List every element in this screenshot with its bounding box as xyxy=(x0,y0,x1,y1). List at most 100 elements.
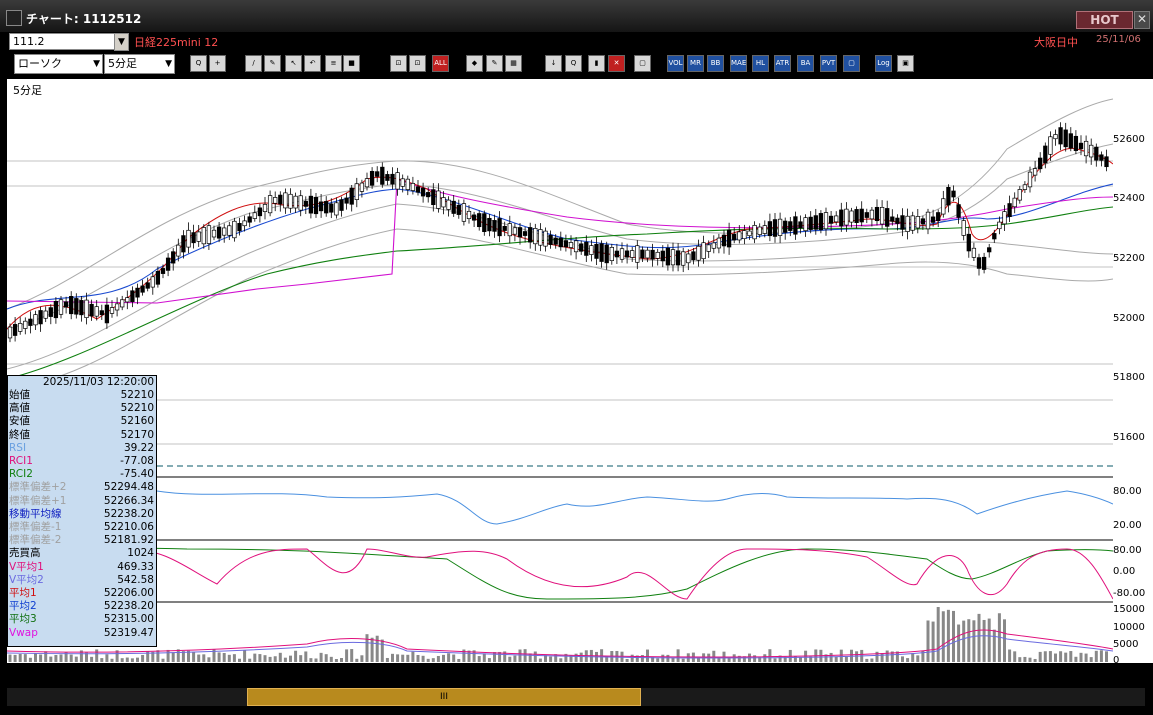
search-icon[interactable]: Q xyxy=(565,55,582,72)
bar-icon[interactable]: ▮ xyxy=(588,55,605,72)
candle xyxy=(441,197,446,208)
tool-icon[interactable]: ✎ xyxy=(486,55,503,72)
candle xyxy=(665,247,671,266)
disabled-icon[interactable]: ▢ xyxy=(634,55,651,72)
candle xyxy=(946,186,951,206)
cube-icon[interactable]: ◆ xyxy=(466,55,483,72)
info-row: 始値 52210 xyxy=(9,389,154,401)
candle xyxy=(426,192,431,198)
mr-icon[interactable]: MR xyxy=(687,55,704,72)
candle xyxy=(283,192,288,209)
volume-bar xyxy=(885,650,889,662)
zoom-icon[interactable]: Q xyxy=(190,55,207,72)
palette-icon[interactable]: ▦ xyxy=(505,55,522,72)
volume-bar xyxy=(222,653,226,662)
ba-icon[interactable]: BA xyxy=(797,55,814,72)
candle-select-icon[interactable]: ⊡ xyxy=(409,55,426,72)
candle xyxy=(298,195,303,211)
candle xyxy=(181,235,186,253)
volume-bar xyxy=(462,649,466,662)
candle xyxy=(1073,135,1079,151)
scroll-thumb[interactable]: III xyxy=(247,688,641,706)
horizontal-scrollbar[interactable]: III xyxy=(0,683,1153,715)
code-dropdown-button[interactable]: ▼ xyxy=(114,33,129,51)
candle xyxy=(522,231,528,236)
volume-bar xyxy=(870,658,874,662)
atr-icon[interactable]: ATR xyxy=(774,55,791,72)
volume-bar xyxy=(911,653,915,662)
volume-bar xyxy=(569,654,573,662)
chart-type-select[interactable]: ローソク ▼ xyxy=(14,54,103,74)
candle xyxy=(558,237,563,248)
export-icon[interactable]: ▣ xyxy=(897,55,914,72)
pointer-icon[interactable]: ↖ xyxy=(285,55,302,72)
code-input[interactable]: 111.2 xyxy=(9,33,124,50)
volume-bar xyxy=(783,656,787,662)
info-label: 移動平均線 xyxy=(9,507,62,520)
note-icon[interactable]: ≡ xyxy=(325,55,342,72)
mae-icon[interactable]: MAE xyxy=(730,55,747,72)
volume-bar xyxy=(243,649,247,662)
candle xyxy=(732,233,737,241)
volume-bar xyxy=(411,651,415,662)
price-tick: 52000 xyxy=(1113,313,1145,324)
hl-icon[interactable]: HL xyxy=(752,55,769,72)
volume-bar xyxy=(768,649,772,662)
candle-icon[interactable]: ⊡ xyxy=(390,55,407,72)
all-button[interactable]: ALL xyxy=(432,55,449,72)
candle xyxy=(63,301,69,308)
price-tick: 51600 xyxy=(1113,432,1145,443)
candle xyxy=(1068,133,1073,149)
close-button[interactable]: ✕ xyxy=(1134,11,1150,29)
candle xyxy=(981,256,987,270)
volume-bar xyxy=(401,654,405,662)
volume-bar xyxy=(503,651,507,662)
candle xyxy=(834,215,839,223)
candle xyxy=(721,234,727,247)
draw-line-icon[interactable]: / xyxy=(245,55,262,72)
candle xyxy=(334,202,339,216)
chart-frame: 5分足 xyxy=(0,77,1153,683)
cross-bar-icon[interactable]: ✕ xyxy=(608,55,625,72)
hot-button[interactable]: HOT xyxy=(1076,11,1133,29)
candle xyxy=(99,310,104,316)
frame-icon[interactable]: ▢ xyxy=(843,55,860,72)
candle xyxy=(1012,197,1017,208)
bb-icon[interactable]: BB xyxy=(707,55,724,72)
volume-bar xyxy=(666,654,670,662)
volume-bar xyxy=(850,649,853,662)
candle xyxy=(507,223,512,237)
volume-bar xyxy=(773,658,777,662)
interval-select[interactable]: 5分足 ▼ xyxy=(104,54,175,74)
info-label: 標準偏差-1 xyxy=(9,521,62,533)
undo-icon[interactable]: ↶ xyxy=(304,55,321,72)
volume-bar xyxy=(982,619,986,662)
volume-bar xyxy=(1064,652,1068,662)
candle xyxy=(573,240,579,253)
info-row: V平均2 542.58 xyxy=(9,574,154,586)
time-tick: 10 xyxy=(487,669,500,680)
info-label: 平均1 xyxy=(9,587,37,599)
candle xyxy=(477,213,482,228)
volume-bar xyxy=(125,657,129,662)
title-bar: チャート: 1112512 HOT ✕ xyxy=(0,0,1153,32)
volume-bar xyxy=(207,657,211,662)
candle xyxy=(788,221,793,231)
volume-bar xyxy=(737,655,741,662)
candle xyxy=(74,298,79,315)
volume-bar xyxy=(385,657,389,662)
download-icon[interactable]: ↓ xyxy=(545,55,562,72)
candle xyxy=(104,304,110,324)
log-icon[interactable]: Log xyxy=(875,55,892,72)
chart-plot-area[interactable]: 5分足 xyxy=(6,79,1114,663)
volume-bar xyxy=(758,656,762,662)
crosshair-icon[interactable]: + xyxy=(209,55,226,72)
volume-bar xyxy=(59,654,63,662)
volume-bar xyxy=(314,658,318,662)
pvt-icon[interactable]: PVT xyxy=(820,55,837,72)
candle xyxy=(1099,154,1104,161)
candle xyxy=(696,245,701,261)
pen-icon[interactable]: ✎ xyxy=(264,55,281,72)
trash-icon[interactable]: ■ xyxy=(343,55,360,72)
volume-icon[interactable]: VOL xyxy=(667,55,684,72)
